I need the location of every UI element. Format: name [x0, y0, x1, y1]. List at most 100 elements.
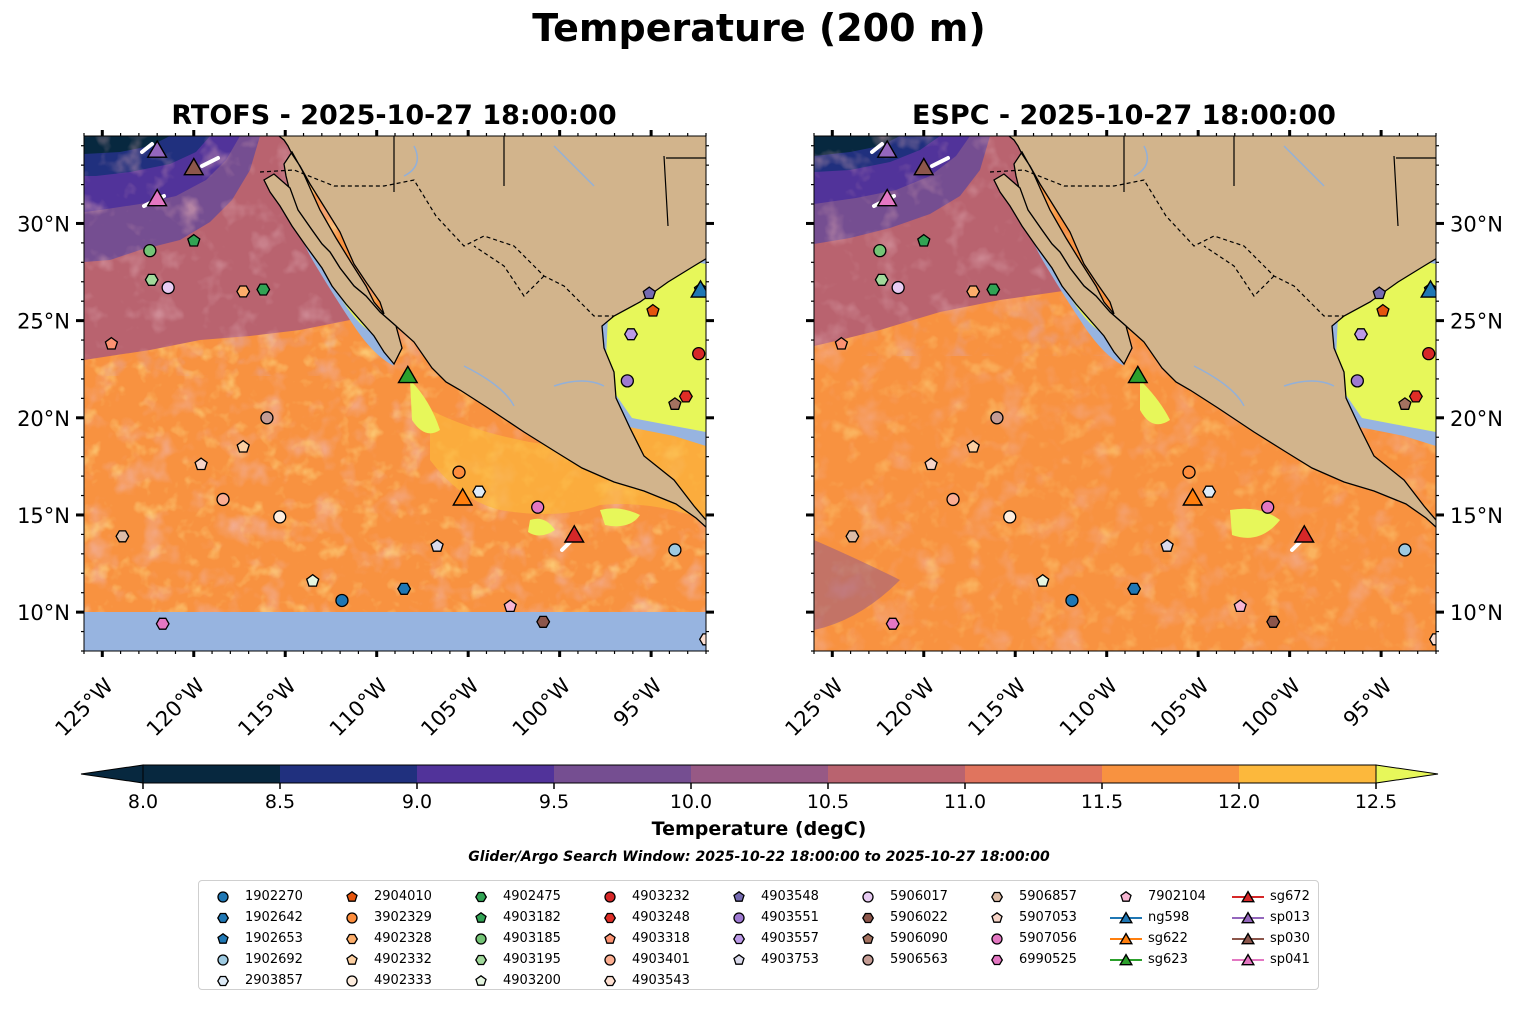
rtofs-float-7902104: [503, 599, 517, 613]
colorbar-over-arrow: [1375, 764, 1439, 784]
figure-canvas: 125°W 120°W 115°W 110°W 105°W 100°W 95°W 10°N 15…: [17, 130, 1503, 813]
legend-symbol: [1118, 910, 1134, 923]
colorbar: 8.0 8.5 9.0 9.5 10.0 10.5 11.0 11.5 12.0 12.5: [80, 764, 1439, 813]
espc-float-5906563: [990, 411, 1004, 425]
legend-symbol: [1240, 952, 1256, 965]
legend-item-5906090: 5906090: [850, 928, 948, 949]
legend-item-4902332: 4902332: [334, 949, 432, 970]
legend-marker-hexagon-icon: [217, 975, 230, 986]
legend-marker-hexagon-icon: [217, 912, 230, 923]
colorbar-label: Temperature (degC): [651, 818, 867, 840]
rtofs-track-sp030: [200, 156, 220, 168]
legend-marker-hexagon-icon: [475, 891, 488, 902]
rtofs-float-4903200: [305, 573, 320, 587]
legend-label: 1902692: [245, 952, 303, 967]
legend-label: 5907053: [1019, 910, 1077, 925]
espc-glider-sp041: [876, 188, 898, 207]
legend-symbol: [991, 954, 1004, 965]
legend-column: 4903232 4903248 4903318 4903401 4903543: [592, 886, 690, 991]
legend-marker-hexagon-icon: [604, 912, 617, 923]
rtofs-float-4903318: [104, 336, 119, 350]
legend-item-sp030: sp030: [1230, 928, 1310, 949]
legend-item-4903753: 4903753: [721, 949, 819, 970]
espc-float-4903401: [946, 492, 960, 507]
legend-symbol: [475, 891, 488, 902]
espc-float-5906022: [1266, 615, 1281, 628]
legend-symbol: [1240, 910, 1256, 923]
legend-label: sp041: [1270, 952, 1310, 967]
rtofs-float-5907056: [531, 500, 545, 514]
rtofs-xtick-label: 105°W: [416, 673, 484, 741]
espc-state-border-a: [989, 169, 1344, 317]
legend-label: 4903200: [503, 973, 561, 988]
legend-marker-circle-icon: [862, 890, 874, 903]
rtofs-float-4902475: [256, 283, 271, 296]
rtofs-float-5906022: [536, 615, 551, 628]
legend-item-1902270: 1902270: [205, 886, 303, 907]
rtofs-ytick-label: 10°N: [17, 601, 70, 625]
legend-marker-triangle-icon: [1232, 931, 1264, 944]
legend-marker-circle-icon: [346, 911, 358, 924]
legend-symbol: [1120, 890, 1132, 902]
legend-marker-circle-icon: [217, 953, 229, 966]
espc-float-6990525: [885, 617, 900, 630]
espc-ytick-label: 25°N: [1450, 310, 1503, 334]
rtofs-ytick-label: 20°N: [17, 407, 70, 431]
legend-marker-pentagon-icon: [733, 890, 745, 902]
espc-panel-title: ESPC - 2025-10-27 18:00:00: [912, 100, 1336, 131]
legend-marker-triangle-icon: [1110, 931, 1142, 944]
legend-item-4903551: 4903551: [721, 907, 819, 928]
colorbar-tick-label: 8.0: [128, 791, 158, 813]
legend-label: 5906090: [890, 931, 948, 946]
rtofs-float-1902270: [335, 593, 349, 608]
legend-marker-hexagon-icon: [991, 891, 1004, 902]
legend-label: 4903401: [632, 952, 690, 967]
rtofs-float-5906857: [115, 530, 130, 543]
legend-symbol: [733, 890, 745, 902]
espc-float-5907053: [924, 457, 938, 471]
rtofs-float-4902333: [273, 510, 287, 524]
rtofs-float-5906563: [260, 411, 274, 425]
colorbar-segment: [280, 765, 418, 783]
espc-float-4903551: [1350, 374, 1364, 388]
legend-label: 2904010: [374, 889, 432, 904]
colorbar-segment: [1239, 765, 1377, 783]
colorbar-segment: [417, 765, 555, 783]
legend-label: 4903182: [503, 910, 561, 925]
rtofs-float-4903401: [216, 492, 230, 507]
legend-symbol: [862, 912, 875, 923]
rtofs-float-1902692: [668, 543, 682, 557]
legend-symbol: [604, 890, 616, 903]
legend-label: 4903551: [761, 910, 819, 925]
colorbar-tick-label: 12.5: [1355, 791, 1397, 813]
legend-item-4902333: 4902333: [334, 970, 432, 991]
legend-box: 1902270 1902642 1902653 1902692 2903857 29040…: [198, 880, 1319, 990]
legend-item-5906022: 5906022: [850, 907, 948, 928]
legend-item-4903557: 4903557: [721, 928, 819, 949]
rtofs-glider-sg622: [452, 487, 474, 506]
legend-marker-triangle-icon: [1232, 910, 1264, 923]
legend-item-4903195: 4903195: [463, 949, 561, 970]
rtofs-ytick-label: 25°N: [17, 310, 70, 334]
rtofs-glider-sp030: [183, 157, 205, 176]
rtofs-track-sp013: [140, 142, 154, 154]
rtofs-float-6990525: [155, 617, 170, 630]
legend-marker-circle-icon: [604, 890, 616, 903]
espc-float-4903753: [1160, 539, 1174, 552]
rtofs-glider-ng598: [689, 279, 706, 298]
legend-marker-hexagon-icon: [991, 954, 1004, 965]
espc-xtick-label: 100°W: [1238, 673, 1306, 741]
legend-label: ng598: [1148, 910, 1190, 925]
rtofs-xtick-label: 125°W: [50, 673, 118, 741]
espc-track-sp013: [870, 142, 884, 154]
espc-float-7902104: [1233, 599, 1247, 613]
colorbar-tick-label: 11.5: [1081, 791, 1123, 813]
espc-ytick-label: 20°N: [1450, 407, 1503, 431]
legend-item-5906563: 5906563: [850, 949, 948, 970]
legend-label: 4902333: [374, 973, 432, 988]
espc-map: [814, 136, 1436, 651]
rtofs-float-5906090: [668, 397, 682, 410]
legend-column: 5906857 5907053 5907056 6990525: [979, 886, 1077, 970]
legend-symbol: [862, 932, 874, 944]
legend-item-sg622: sg622: [1108, 928, 1206, 949]
